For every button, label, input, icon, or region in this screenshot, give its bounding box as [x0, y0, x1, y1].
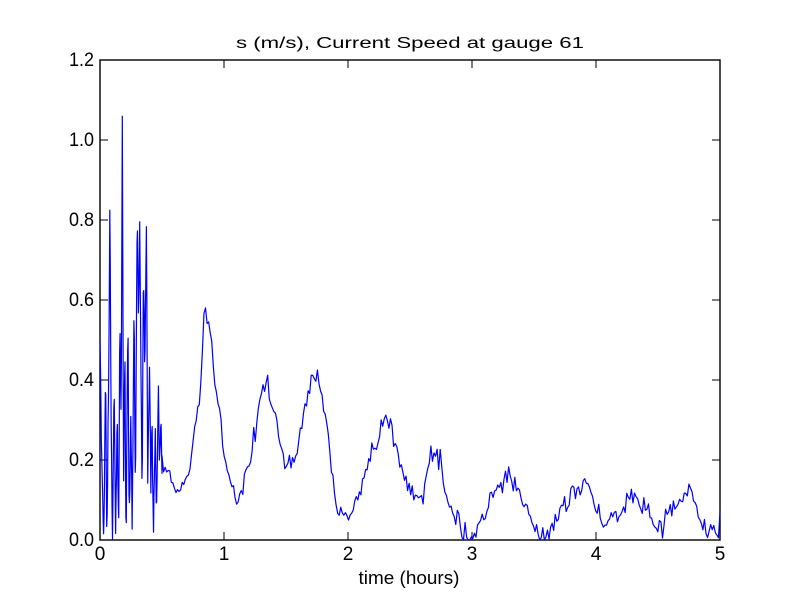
svg-text:1.2: 1.2 — [69, 50, 94, 71]
svg-text:5: 5 — [715, 544, 726, 565]
svg-text:0.2: 0.2 — [69, 450, 94, 471]
svg-text:1: 1 — [219, 544, 230, 565]
svg-text:0: 0 — [95, 544, 106, 565]
svg-text:0.4: 0.4 — [69, 370, 94, 391]
svg-text:1.0: 1.0 — [69, 130, 94, 151]
svg-text:3: 3 — [467, 544, 478, 565]
svg-text:0.0: 0.0 — [69, 530, 94, 551]
svg-text:0.6: 0.6 — [69, 290, 94, 311]
svg-text:2: 2 — [343, 544, 354, 565]
svg-text:4: 4 — [591, 544, 602, 565]
svg-text:time (hours): time (hours) — [359, 568, 460, 588]
svg-text:0.8: 0.8 — [69, 210, 94, 231]
svg-text:s (m/s), Current Speed at gaug: s (m/s), Current Speed at gauge 61 — [236, 35, 584, 52]
